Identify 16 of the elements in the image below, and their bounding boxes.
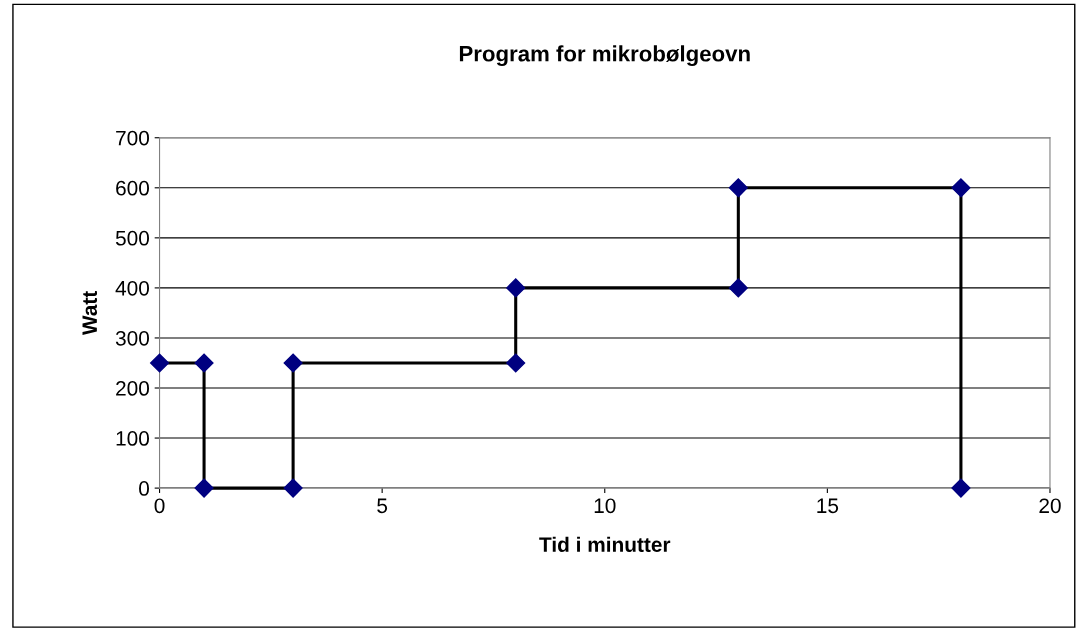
y-tick-label: 100 bbox=[116, 431, 150, 446]
x-tick-label: 20 bbox=[1039, 498, 1061, 514]
x-tick-label: 5 bbox=[377, 498, 388, 514]
y-tick-label: 0 bbox=[139, 481, 150, 496]
chart-title: Program for mikrobølgeovn bbox=[459, 45, 750, 67]
x-tick-label: 0 bbox=[154, 498, 165, 514]
x-tick-label: 15 bbox=[817, 498, 839, 514]
y-tick-label: 400 bbox=[115, 280, 150, 296]
y-tick-label: 600 bbox=[116, 180, 150, 196]
y-tick-label: 700 bbox=[116, 130, 150, 146]
y-axis-title: Watt bbox=[82, 291, 98, 336]
y-tick-label: 200 bbox=[116, 381, 150, 396]
x-axis-title: Tid i minutter bbox=[539, 536, 671, 552]
y-tick-label: 300 bbox=[115, 330, 150, 346]
x-tick-label: 10 bbox=[594, 498, 616, 514]
y-tick-label: 500 bbox=[115, 230, 150, 246]
